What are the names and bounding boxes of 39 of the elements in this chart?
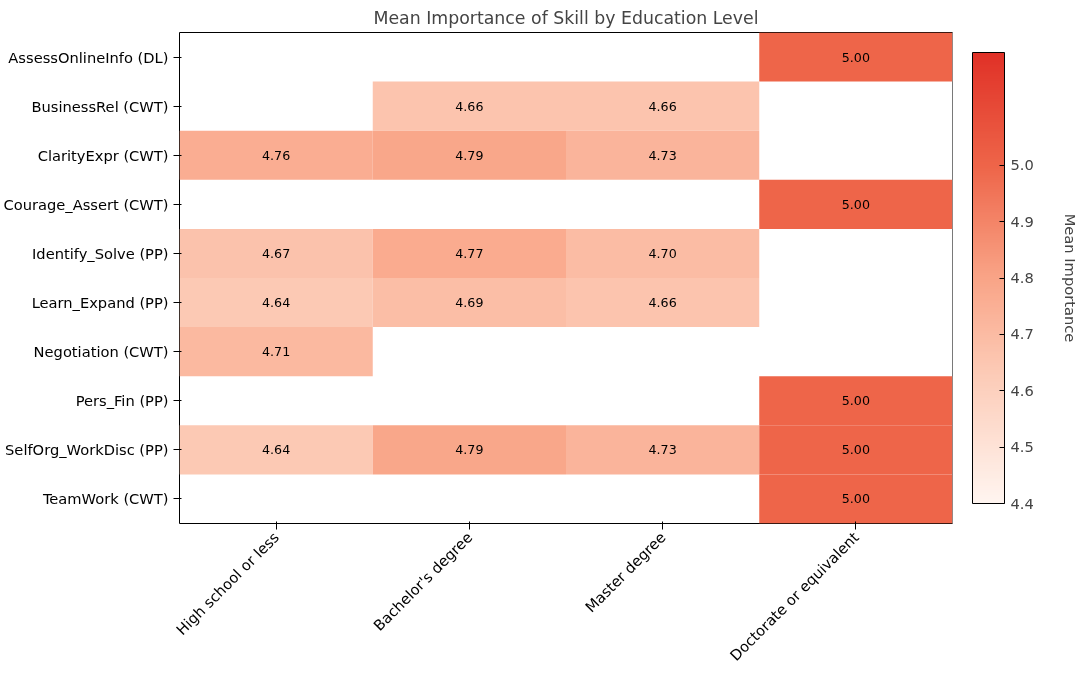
data-label: 4.67 — [262, 245, 291, 261]
color-bar-label: 5.0 — [1010, 156, 1034, 174]
data-label: 5.00 — [841, 491, 870, 507]
data-label: 5.00 — [841, 196, 870, 212]
data-label: 4.79 — [455, 147, 484, 163]
y-tick-label: TeamWork (CWT) — [41, 490, 169, 508]
data-label: 4.77 — [455, 245, 484, 261]
color-bar-label: 4.4 — [1010, 494, 1034, 512]
color-bar-label: 4.5 — [1010, 438, 1034, 456]
color-bar-label: 4.6 — [1010, 381, 1034, 399]
data-label: 4.79 — [455, 442, 484, 458]
y-tick-label: SelfOrg_WorkDisc (PP) — [5, 441, 169, 459]
y-tick-label: Pers_Fin (PP) — [75, 392, 169, 410]
y-tick-label: AssessOnlineInfo (DL) — [8, 48, 169, 66]
data-label: 4.71 — [262, 344, 291, 360]
y-tick-label: Identify_Solve (PP) — [32, 244, 169, 262]
color-bar-label: 4.8 — [1010, 269, 1034, 286]
data-label: 4.64 — [262, 295, 291, 311]
y-tick-label: ClarityExpr (CWT) — [37, 146, 169, 164]
data-label: 5.00 — [841, 442, 870, 458]
y-tick-label: Learn_Expand (PP) — [31, 294, 169, 312]
chart-title: Mean Importance of Skill by Education Level — [373, 7, 759, 28]
data-label: 4.76 — [262, 147, 291, 163]
data-label: 4.69 — [455, 295, 484, 311]
data-label: 4.66 — [648, 295, 677, 311]
y-tick-label: BusinessRel (CWT) — [31, 97, 169, 115]
data-label: 4.73 — [648, 147, 677, 163]
data-label: 5.00 — [841, 393, 870, 409]
data-label: 5.00 — [841, 49, 870, 65]
y-tick-label: Negotiation (CWT) — [33, 343, 169, 361]
data-label: 4.73 — [648, 442, 677, 458]
color-bar-title: Mean Importance — [1061, 213, 1079, 343]
data-label: 4.70 — [648, 245, 677, 261]
data-label: 4.66 — [648, 98, 677, 114]
data-label: 4.66 — [455, 98, 484, 114]
color-bar-label: 4.9 — [1010, 212, 1034, 230]
color-bar-label: 4.7 — [1010, 325, 1034, 343]
y-tick-label: Courage_Assert (CWT) — [3, 195, 169, 213]
data-label: 4.64 — [262, 442, 291, 458]
